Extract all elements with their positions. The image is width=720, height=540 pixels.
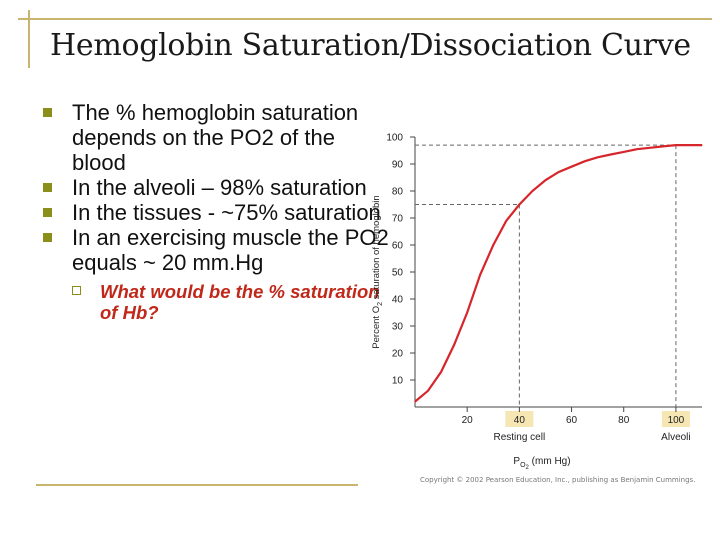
curve-point [557, 171, 560, 173]
question-text: What would be the % saturation of Hb? [100, 281, 380, 323]
x-axis-label: PO2 (mm Hg) [513, 456, 570, 471]
tick-highlight-box [505, 411, 534, 427]
curve-point [570, 166, 573, 168]
x-tick-label: 100 [668, 415, 685, 426]
bottom-rule [36, 484, 358, 486]
curve-point [479, 274, 481, 276]
y-tick-label: 100 [386, 133, 403, 144]
bullet-item: The % hemoglobin saturation depends on t… [40, 100, 390, 175]
bullet-item: In an exercising muscle the PO2 equals ~… [40, 225, 390, 275]
curve-point [662, 145, 664, 148]
y-tick-label: 40 [392, 295, 404, 306]
curve-point [531, 190, 534, 192]
curve-point [649, 147, 651, 149]
x-tick-label: 20 [462, 415, 474, 426]
curve-point [453, 344, 455, 346]
slide-title: Hemoglobin Saturation/Dissociation Curve [50, 28, 691, 63]
hollow-square-bullet-icon [72, 286, 81, 295]
square-bullet-icon [43, 208, 52, 217]
y-tick-label: 80 [392, 187, 404, 198]
annotation-label: Resting cell [494, 432, 546, 443]
bullet-text: The % hemoglobin saturation depends on t… [72, 100, 359, 175]
y-tick-label: 90 [392, 160, 404, 171]
curve-point [623, 151, 625, 153]
curve-point [688, 144, 690, 146]
curve-point [518, 203, 520, 206]
y-tick-label: 50 [392, 268, 404, 279]
y-tick-label: 30 [392, 322, 404, 333]
copyright-text: Copyright © 2002 Pearson Education, Inc.… [420, 476, 696, 484]
curve-point [414, 401, 416, 403]
bullet-list: The % hemoglobin saturation depends on t… [40, 100, 390, 323]
bullet-item: In the tissues - ~75% saturation [40, 200, 390, 225]
y-tick-label: 10 [392, 376, 404, 387]
y-tick-label: 20 [392, 349, 404, 360]
x-tick-label: 80 [618, 415, 630, 426]
square-bullet-icon [43, 233, 52, 242]
curve-point [466, 311, 468, 314]
y-axis-label: Percent O2 saturation of hemoglobin [371, 195, 384, 348]
oxygen-dissociation-chart: 10 20 30 40 50 60 70 80 90 100 20 40 60 80 100 Resting … [371, 133, 703, 471]
curve-point [636, 148, 638, 150]
curve-point [583, 160, 586, 162]
frame-top-line [18, 18, 712, 20]
tick-highlight-box [661, 411, 690, 427]
curve-point [610, 153, 612, 156]
frame-left-line [28, 10, 30, 68]
curve-point [701, 144, 703, 146]
annotation-label: Alveoli [661, 432, 690, 443]
square-bullet-icon [43, 183, 52, 192]
curve-point [597, 156, 599, 158]
saturation-curve [414, 144, 702, 403]
bullet-item: In the alveoli – 98% saturation [40, 175, 390, 200]
x-tick-label: 40 [514, 415, 526, 426]
y-tick-label: 60 [392, 241, 404, 252]
curve-point [427, 390, 429, 392]
curve-point [440, 371, 442, 373]
square-bullet-icon [43, 108, 52, 117]
x-tick-label: 60 [566, 415, 578, 426]
curve-point [675, 144, 677, 146]
y-tick-label: 70 [392, 214, 404, 225]
bullet-text: In the alveoli – 98% saturation [72, 175, 367, 200]
curve-point [505, 220, 507, 222]
sub-bullet-question: What would be the % saturation of Hb? [40, 281, 390, 323]
curve-point [544, 179, 547, 181]
bullet-text: In the tissues - ~75% saturation [72, 200, 381, 225]
curve-point [492, 244, 494, 246]
bullet-text: In an exercising muscle the PO2 equals ~… [72, 225, 389, 275]
